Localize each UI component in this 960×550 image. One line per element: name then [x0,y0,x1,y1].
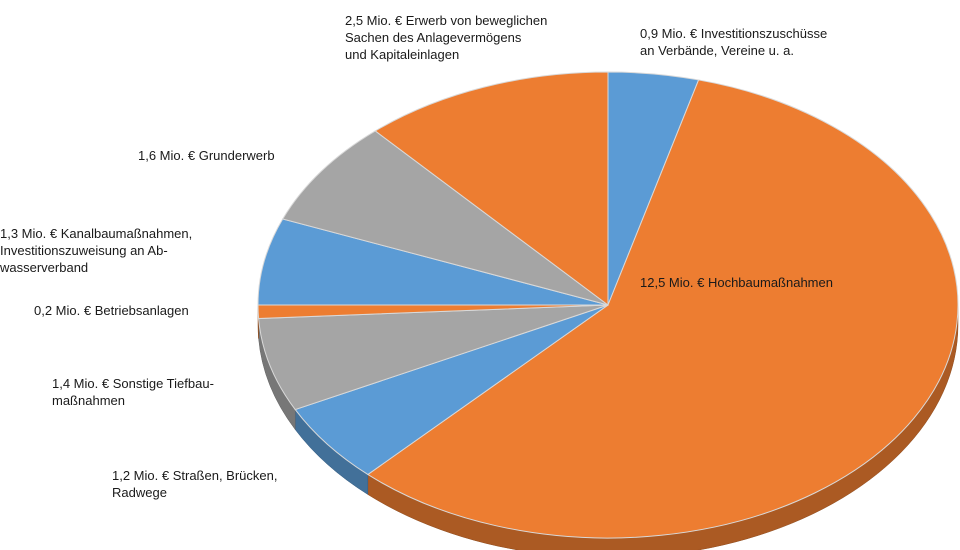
value-label: 1,2 Mio. € [112,468,170,483]
value-label: 1,3 Mio. € [0,226,58,241]
category-label: Kanalbaumaßnahmen, Investitionszuweisung… [0,226,193,275]
slice-label: 12,5 Mio. € Hochbaumaßnahmen [640,274,833,291]
slice [258,304,609,411]
slice-label: 1,6 Mio. € Grunderwerb [138,147,275,164]
value-label: 2,5 Mio. € [345,13,403,28]
value-label: 0,2 Mio. € [34,303,92,318]
value-label: 0,9 Mio. € [640,26,698,41]
slice-label: 1,2 Mio. € Straßen, Brücken, Radwege [112,467,278,501]
slice [281,130,609,306]
value-label: 1,6 Mio. € [138,148,196,163]
value-label: 1,4 Mio. € [52,376,110,391]
category-label: Straßen, Brücken, Radwege [112,468,278,500]
category-label: Hochbaumaßnahmen [707,275,833,290]
category-label: Erwerb von beweglichen Sachen des Anlage… [345,13,548,62]
slice-label: 0,2 Mio. € Betriebsanlagen [34,302,189,319]
category-label: Sonstige Tiefbau- maßnahmen [52,376,214,408]
slice [366,79,959,539]
slice-label: 1,4 Mio. € Sonstige Tiefbau- maßnahmen [52,375,214,409]
category-label: Investitionszuschüsse an Verbände, Verei… [640,26,828,58]
slice-label: 1,3 Mio. € Kanalbaumaßnahmen, Investitio… [0,225,192,276]
slice [257,218,609,306]
category-label: Betriebsanlagen [94,303,189,318]
value-label: 12,5 Mio. € [640,275,705,290]
slice-label: 0,9 Mio. € Investitionszuschüsse an Verb… [640,25,827,59]
slice-label: 2,5 Mio. € Erwerb von beweglichen Sachen… [345,12,547,63]
category-label: Grunderwerb [198,148,275,163]
slice [374,71,609,306]
